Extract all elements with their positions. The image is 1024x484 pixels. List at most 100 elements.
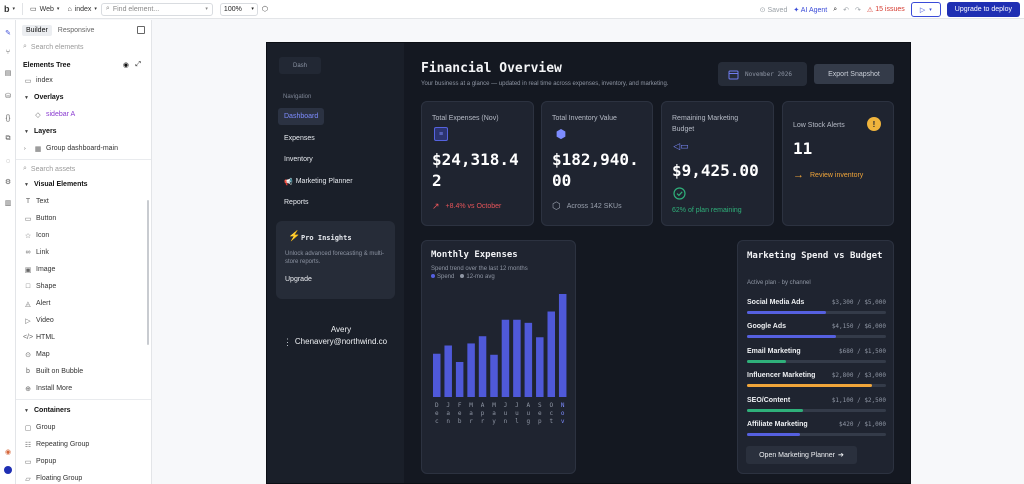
nav-dashboard[interactable]: Dashboard [278, 108, 325, 125]
search-assets-input[interactable]: ⌕ Search assets [16, 162, 151, 176]
platform-select[interactable]: ▭ Web ▾ [26, 2, 63, 17]
channel-row: Affiliate Marketing $420 / $1,000 [747, 421, 886, 441]
tree-item-label: index [36, 77, 53, 84]
asset-link[interactable]: ∞ Link [16, 244, 151, 261]
search-elements-placeholder: Search elements [30, 43, 84, 51]
progress-track [747, 384, 886, 388]
asset-floating-group[interactable]: ▱ Floating Group [16, 470, 151, 484]
asset-install-more[interactable]: ⊕ Install More [16, 380, 151, 397]
kpi-total-expenses: Total Expenses (Nov) ≡ $24,318.4 2 ↗ +8.4… [421, 101, 534, 226]
find-element-input[interactable]: ⌕ Find element... ▾ [100, 2, 213, 16]
avatar[interactable] [3, 465, 13, 475]
bar-jun[interactable] [501, 319, 510, 397]
bar-may[interactable] [490, 354, 498, 397]
x-tick-label: J [446, 402, 450, 409]
page-select[interactable]: ⌂ index ▾ [63, 2, 100, 17]
review-inventory-link[interactable]: → Review inventory [793, 169, 864, 181]
nav-expenses[interactable]: Expenses [278, 130, 321, 147]
tree-item-overlays[interactable]: ▼ Overlays [16, 89, 151, 106]
calendar-icon [728, 70, 739, 79]
asset-icon[interactable]: ☆ Icon [16, 227, 151, 244]
bar-aug[interactable] [524, 322, 533, 397]
app-menu-button[interactable]: b ▾ [0, 2, 19, 17]
upgrade-to-deploy-button[interactable]: Upgrade to deploy [946, 2, 1020, 17]
asset-button[interactable]: ▭ Button [16, 210, 151, 227]
bar-sep[interactable] [536, 337, 544, 397]
video-icon: ▷ [25, 317, 31, 325]
open-marketing-planner-button[interactable]: Open Marketing Planner ➔ [746, 446, 857, 464]
zoom-select[interactable]: 100% ▾ [219, 2, 258, 16]
bar-dec[interactable] [433, 353, 441, 397]
bar-jan[interactable] [444, 345, 452, 398]
asset-built-on-bubble[interactable]: b Built on Bubble [16, 363, 151, 380]
bar-mar[interactable] [467, 343, 475, 397]
asset-text[interactable]: T Text [16, 193, 151, 210]
elements-tree-title: Elements Tree [23, 61, 71, 69]
expand-icon[interactable]: ⤢ [135, 61, 141, 68]
channel-row: SEO/Content $1,100 / $2,500 [747, 397, 886, 417]
search-icon[interactable]: ⌕ [833, 5, 838, 13]
more-icon[interactable]: ⋮ [283, 337, 292, 347]
collapse-panel-icon[interactable] [137, 26, 145, 34]
divider [22, 3, 24, 15]
settings-icon[interactable]: ⚙ [4, 179, 12, 186]
asset-shape[interactable]: □ Shape [16, 278, 151, 295]
tab-builder[interactable]: Builder [22, 24, 52, 36]
tree-item-group[interactable]: › ▦ Group dashboard-main [16, 140, 151, 157]
bar-feb[interactable] [455, 361, 464, 397]
search-elements-input[interactable]: ⌕ Search elements [16, 40, 151, 54]
workflow-icon[interactable]: ⑂ [5, 48, 11, 56]
card-subtitle: Active plan · by channel [747, 280, 811, 286]
x-tick-label: a [469, 410, 473, 417]
comments-icon[interactable]: ◌ [5, 157, 11, 165]
cube-button[interactable]: ⬡ [258, 2, 272, 17]
tab-responsive[interactable]: Responsive [57, 26, 95, 34]
nav-inventory[interactable]: Inventory [278, 151, 319, 168]
asset-image[interactable]: ▣ Image [16, 261, 151, 278]
panel-scrollbar[interactable] [147, 200, 149, 345]
progress-fill [747, 359, 786, 363]
asset-html[interactable]: </> HTML [16, 329, 151, 346]
design-tool-icon[interactable]: ✎ [5, 30, 11, 37]
data-icon[interactable]: ▤ [4, 70, 12, 77]
promo-title: Pro Insights [301, 234, 352, 242]
popup-icon: ▭ [24, 458, 32, 466]
asset-alert[interactable]: ◬ Alert [16, 295, 151, 312]
tree-item-index[interactable]: ▭ index [16, 72, 151, 89]
editor-canvas[interactable]: Dash Navigation Dashboard Expenses Inven… [152, 20, 1024, 484]
containers-header[interactable]: ▼ Containers [16, 402, 151, 419]
asset-repeating-group[interactable]: ☷ Repeating Group [16, 436, 151, 453]
undo-icon[interactable]: ↶ [843, 6, 850, 14]
issues-button[interactable]: ⚠ 15 issues [866, 6, 905, 14]
bar-apr[interactable] [478, 336, 487, 397]
asset-map[interactable]: ⊙ Map [16, 346, 151, 363]
bar-nov[interactable] [558, 294, 567, 397]
eye-icon[interactable]: ◉ [122, 62, 129, 69]
plugins-icon[interactable]: ⧉ [5, 135, 11, 142]
bar-jul[interactable] [513, 319, 521, 397]
date-picker[interactable]: November 2026 [718, 62, 807, 86]
diamond-icon: ◇ [35, 111, 41, 119]
tree-item-label: Group dashboard-main [46, 145, 118, 152]
nav-reports[interactable]: Reports [278, 194, 315, 211]
visual-elements-header[interactable]: ▼ Visual Elements [16, 176, 151, 193]
preview-button[interactable]: ▷ ▾ [910, 2, 941, 17]
ai-agent-button[interactable]: ✦ AI Agent [793, 6, 828, 14]
nav-marketing-planner[interactable]: 📢 Marketing Planner [278, 173, 359, 190]
database-icon[interactable]: ⛁ [5, 93, 11, 100]
kpi-foot: ⬡ Across 142 SKUs [552, 201, 622, 212]
asset-label: Map [36, 351, 50, 358]
notification-icon[interactable]: ◉ [4, 449, 12, 456]
tree-item-sidebar[interactable]: ◇ sidebar A [16, 106, 151, 123]
asset-popup[interactable]: ▭ Popup [16, 453, 151, 470]
export-snapshot-button[interactable]: Export Snapshot [814, 64, 894, 84]
code-icon[interactable]: {} [5, 114, 11, 122]
bar-oct[interactable] [547, 311, 556, 397]
asset-video[interactable]: ▷ Video [16, 312, 151, 329]
user-profile[interactable]: Avery Chenavery@northwind.co [294, 325, 388, 346]
upgrade-button[interactable]: Upgrade [285, 276, 312, 283]
asset-group[interactable]: ▢ Group [16, 419, 151, 436]
logs-icon[interactable]: ▥ [4, 200, 12, 207]
redo-icon[interactable]: ↷ [855, 6, 861, 14]
tree-item-layers[interactable]: ▼ Layers [16, 123, 151, 140]
